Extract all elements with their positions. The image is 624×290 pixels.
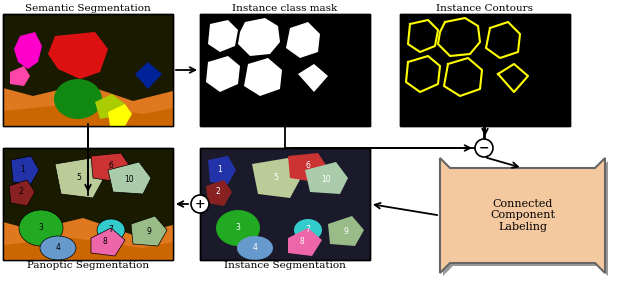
Text: Semantic Segmentation: Semantic Segmentation (25, 4, 151, 13)
Text: Instance Segmentation: Instance Segmentation (224, 261, 346, 270)
Text: Instance Contours: Instance Contours (437, 4, 534, 13)
Polygon shape (131, 216, 167, 246)
Polygon shape (298, 64, 328, 92)
Bar (400, 14, 570, 126)
Text: 5: 5 (77, 173, 82, 182)
Ellipse shape (294, 219, 322, 241)
Text: −: − (479, 142, 489, 155)
Text: 8: 8 (102, 238, 107, 246)
Polygon shape (440, 158, 605, 273)
Bar (400, 14, 570, 126)
Polygon shape (108, 162, 151, 194)
Polygon shape (14, 32, 42, 69)
Text: 4: 4 (56, 244, 61, 253)
Text: 9: 9 (147, 227, 152, 237)
Polygon shape (305, 162, 348, 194)
Bar (3, 14, 173, 126)
Polygon shape (288, 228, 322, 256)
Polygon shape (288, 153, 328, 182)
Bar (3, 148, 173, 260)
Polygon shape (206, 180, 232, 206)
Text: 7: 7 (306, 226, 310, 235)
Polygon shape (208, 156, 236, 184)
Text: 1: 1 (21, 166, 26, 175)
Ellipse shape (54, 79, 102, 119)
Text: +: + (195, 197, 205, 211)
Text: 10: 10 (321, 175, 331, 184)
Text: 1: 1 (218, 166, 222, 175)
Polygon shape (3, 218, 173, 260)
Text: 2: 2 (19, 188, 23, 197)
Polygon shape (238, 18, 280, 56)
Text: Instance class mask: Instance class mask (232, 4, 338, 13)
Ellipse shape (19, 210, 63, 246)
Polygon shape (55, 158, 105, 198)
Circle shape (191, 195, 209, 213)
Polygon shape (206, 56, 240, 92)
Bar (3, 148, 173, 260)
Polygon shape (252, 158, 302, 198)
Text: 6: 6 (109, 162, 114, 171)
Polygon shape (108, 104, 132, 126)
Bar (200, 148, 370, 260)
Polygon shape (443, 161, 608, 276)
Ellipse shape (216, 210, 260, 246)
Text: 9: 9 (344, 227, 348, 237)
Polygon shape (3, 238, 173, 260)
Polygon shape (48, 32, 108, 79)
Text: 7: 7 (109, 226, 114, 235)
Polygon shape (135, 62, 162, 89)
Text: Connected
Component
Labeling: Connected Component Labeling (490, 199, 555, 232)
Text: 8: 8 (300, 238, 305, 246)
Bar (200, 148, 370, 260)
Polygon shape (10, 66, 30, 86)
Polygon shape (208, 20, 238, 52)
Text: 6: 6 (306, 162, 310, 171)
Bar (3, 14, 173, 126)
Bar (200, 14, 370, 126)
Text: Panoptic Segmentation: Panoptic Segmentation (27, 261, 149, 270)
Polygon shape (328, 216, 364, 246)
Polygon shape (286, 22, 320, 58)
Ellipse shape (237, 236, 273, 260)
Text: 10: 10 (124, 175, 134, 184)
Polygon shape (95, 94, 125, 119)
Polygon shape (3, 104, 173, 126)
Text: 5: 5 (273, 173, 278, 182)
Polygon shape (91, 228, 125, 256)
Text: 4: 4 (253, 244, 258, 253)
Polygon shape (3, 84, 173, 126)
Bar (200, 14, 370, 126)
Text: 2: 2 (216, 188, 220, 197)
Ellipse shape (40, 236, 76, 260)
Polygon shape (91, 153, 131, 182)
Ellipse shape (97, 219, 125, 241)
Polygon shape (244, 58, 282, 96)
Text: 3: 3 (39, 224, 44, 233)
Polygon shape (11, 156, 39, 184)
Polygon shape (9, 180, 35, 206)
Text: 3: 3 (236, 224, 240, 233)
Circle shape (475, 139, 493, 157)
